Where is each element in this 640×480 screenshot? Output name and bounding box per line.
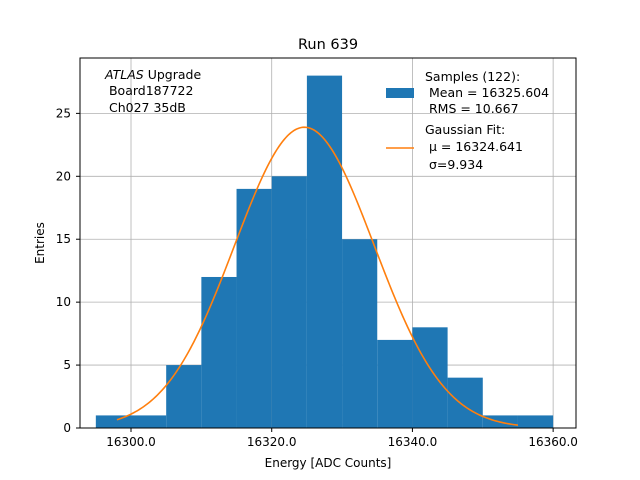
x-axis-label: Energy [ADC Counts]	[265, 456, 392, 470]
histogram-bar-7	[342, 239, 378, 428]
y-tick-label-1: 5	[63, 358, 71, 372]
y-tick-label-2: 10	[56, 295, 71, 309]
y-axis-label: Entries	[33, 222, 47, 264]
histogram-bar-3	[201, 276, 237, 428]
histogram-bars	[95, 75, 554, 428]
atlas-annotation: ATLAS Upgrade Board187722 Ch027 35dB	[104, 67, 201, 115]
legend-samples-swatch	[386, 88, 414, 98]
annotation-line-2: Board187722	[105, 83, 193, 98]
legend-fit-line-1: Gaussian Fit:	[425, 122, 505, 137]
histogram-bar-5	[271, 176, 307, 428]
x-tick-label-2: 16340.0	[388, 435, 438, 449]
histogram-bar-1	[131, 415, 167, 428]
y-tick-label-0: 0	[63, 421, 71, 435]
y-tick-label-4: 20	[56, 169, 71, 183]
histogram-bar-2	[166, 365, 202, 428]
chart-title: Run 639	[298, 37, 358, 53]
x-tick-label-3: 16360.0	[528, 435, 578, 449]
x-tick-label-0: 16300.0	[106, 435, 156, 449]
histogram-bar-6	[306, 75, 343, 428]
legend-samples-line-1: Samples (122):	[425, 69, 520, 84]
legend-samples-line-2: Mean = 16325.604	[425, 85, 549, 100]
annotation-line-3: Ch027 35dB	[105, 100, 186, 115]
histogram-bar-10	[447, 377, 483, 428]
y-tick-label-3: 15	[56, 232, 71, 246]
legend-samples-line-3: RMS = 10.667	[425, 101, 519, 116]
y-axis-ticks: 0 5 10 15 20 25	[56, 106, 80, 435]
legend: Samples (122): Mean = 16325.604 RMS = 10…	[386, 69, 549, 172]
annotation-line-1: ATLAS Upgrade	[104, 67, 201, 82]
histogram-bar-8	[377, 339, 413, 428]
y-tick-label-5: 25	[56, 106, 71, 120]
legend-fit-line-3: σ=9.934	[425, 157, 483, 172]
histogram-bar-9	[412, 327, 448, 428]
legend-fit-line-2: μ = 16324.641	[425, 139, 523, 154]
histogram-bar-12	[517, 415, 554, 428]
histogram-bar-4	[236, 188, 272, 428]
annotation-upgrade-word: Upgrade	[144, 67, 202, 82]
annotation-atlas-word: ATLAS	[104, 67, 144, 82]
plot-frame	[79, 57, 577, 429]
x-tick-label-1: 16320.0	[247, 435, 297, 449]
x-axis-ticks: 16300.0 16320.0 16340.0 16360.0	[106, 428, 578, 449]
gaussian-fit-line	[116, 126, 519, 426]
